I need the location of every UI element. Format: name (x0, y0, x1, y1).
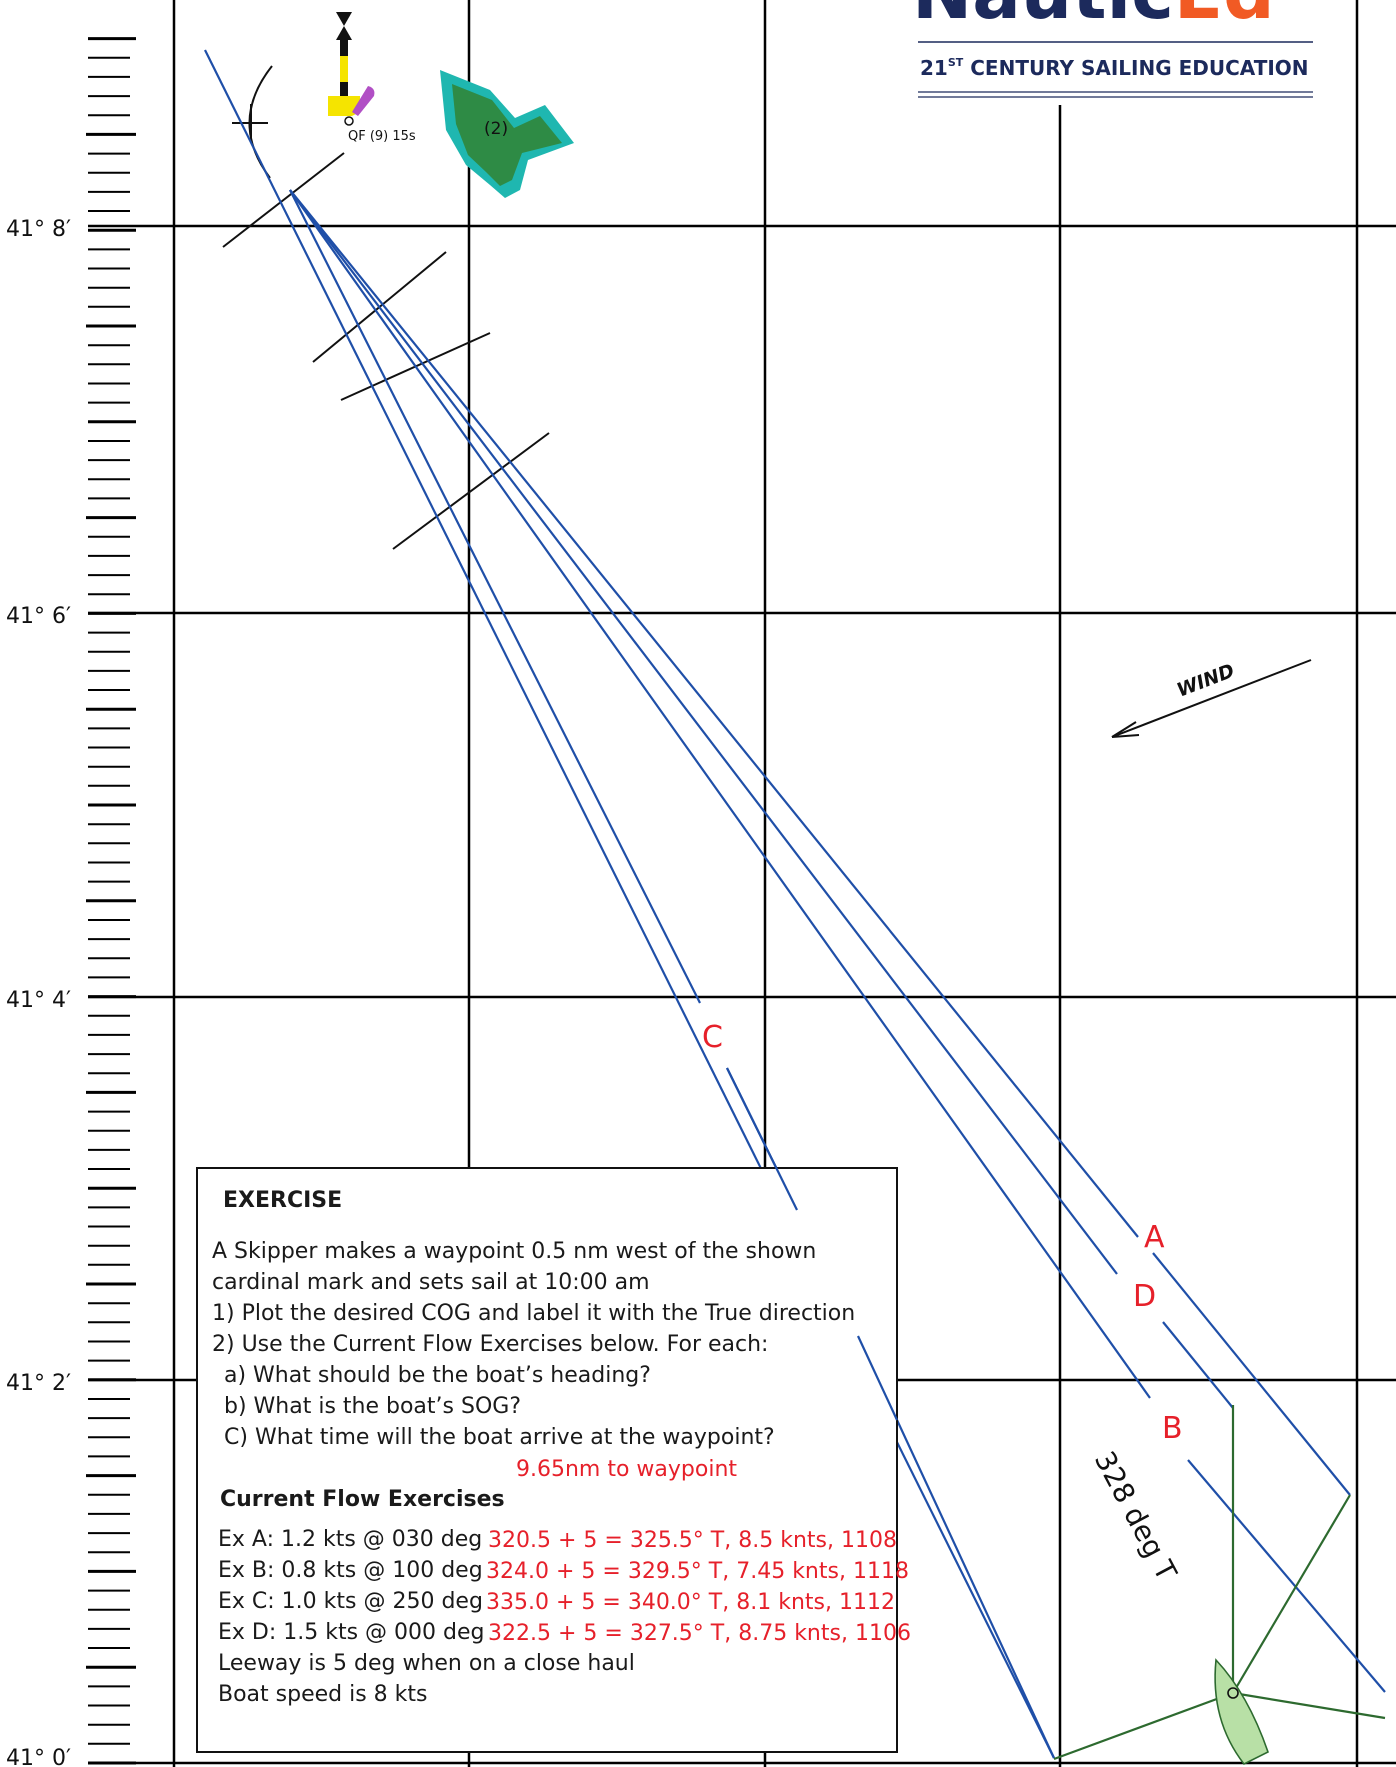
desired-cog-line (204, 49, 1055, 1759)
course-line-d (289, 189, 1118, 1275)
wind-arrowhead-icon (1111, 721, 1140, 738)
boat-icon (1214, 1658, 1269, 1766)
course-label-b: B (1162, 1411, 1183, 1446)
mark-buoy-body (328, 96, 360, 116)
course-line-b (289, 189, 1151, 1399)
current-vector-b (1232, 1691, 1386, 1720)
light-flare-icon (352, 86, 375, 116)
boat-position-circle (1227, 1687, 1239, 1699)
course-line-a (1152, 1252, 1351, 1496)
island-land (452, 84, 562, 186)
mark-pole-yellow (340, 56, 348, 82)
mark-pole-black (340, 40, 348, 56)
cardinal-mark-icon: QF (9) 15s (328, 12, 416, 144)
exercise-question-2: 2) Use the Current Flow Exercises below.… (212, 1332, 768, 1357)
flow-exercise-answer: 322.5 + 5 = 327.5° T, 8.75 knts, 1106 (488, 1621, 911, 1646)
exercise-title: EXERCISE (223, 1188, 342, 1213)
waypoint-return-line (857, 1335, 898, 1421)
course-line-d (1162, 1321, 1234, 1409)
current-vector-c (1053, 1691, 1234, 1761)
course-line-c (289, 189, 701, 1004)
flow-exercise-label: Ex A: 1.2 kts @ 030 deg (218, 1527, 482, 1552)
course-label-a: A (1144, 1220, 1165, 1255)
course-lines-overlay (726, 1067, 898, 1421)
exercise-question-2b: b) What is the boat’s SOG? (224, 1394, 521, 1419)
nauticed-logo: NauticEd 21ST CENTURY SAILING EDUCATION (912, 0, 1313, 98)
distance-note: 9.65nm to waypoint (516, 1457, 737, 1482)
exercise-question-1: 1) Plot the desired COG and label it wit… (212, 1301, 855, 1326)
boat-speed-note: Boat speed is 8 kts (218, 1682, 428, 1707)
island-label: (2) (484, 119, 508, 139)
exercise-question-2c: C) What time will the boat arrive at the… (224, 1425, 775, 1450)
waypoint-marker (232, 65, 273, 179)
course-label-c: C (702, 1020, 723, 1055)
topmark-cone-down (336, 12, 352, 26)
logo-tagline: 21ST CENTURY SAILING EDUCATION (920, 56, 1309, 80)
tagline-text: CENTURY SAILING EDUCATION (963, 56, 1308, 80)
cog-label: 328 deg T (1088, 1446, 1184, 1587)
mark-pole-black (340, 82, 348, 96)
latitude-label: 41° 2′ (6, 1371, 71, 1396)
boat-hull (1214, 1658, 1269, 1766)
current-vectors (1053, 1405, 1386, 1761)
exercise-panel: EXERCISE A Skipper makes a waypoint 0.5 … (196, 1167, 911, 1753)
tagline-superscript: ST (948, 56, 964, 69)
exercise-box (196, 1167, 898, 1753)
latitude-labels: 41° 8′ 41° 6′ 41° 4′ 41° 2′ 41° 0′ (6, 217, 71, 1767)
mark-position-circle (344, 116, 354, 126)
course-line-c (726, 1067, 798, 1211)
flow-exercise-label: Ex C: 1.0 kts @ 250 deg (218, 1589, 483, 1614)
topmark-cone-up (336, 26, 352, 40)
course-label-d: D (1133, 1279, 1156, 1314)
exercise-intro-line: A Skipper makes a waypoint 0.5 nm west o… (212, 1239, 816, 1264)
current-vector-a (1232, 1494, 1351, 1694)
course-line-b (1187, 1459, 1386, 1693)
flows-title: Current Flow Exercises (220, 1487, 505, 1512)
exercise-question-2a: a) What should be the boat’s heading? (224, 1363, 651, 1388)
course-lines (204, 49, 1386, 1759)
logo-wordmark-left: Nautic (912, 0, 1174, 35)
latitude-label: 41° 4′ (6, 988, 71, 1013)
wind-indicator: WIND (1111, 659, 1312, 738)
exercise-intro-line: cardinal mark and sets sail at 10:00 am (212, 1270, 650, 1295)
light-characteristic: QF (9) 15s (348, 129, 416, 144)
flow-exercise-answer: 320.5 + 5 = 325.5° T, 8.5 knts, 1108 (488, 1528, 897, 1553)
fix-line (222, 152, 345, 248)
flow-exercise-label: Ex B: 0.8 kts @ 100 deg (218, 1558, 483, 1583)
fix-lines (222, 152, 550, 550)
latitude-label: 41° 0′ (6, 1746, 71, 1767)
flow-exercise-answer: 324.0 + 5 = 329.5° T, 7.45 knts, 1118 (486, 1559, 909, 1584)
latitude-scale (86, 37, 136, 1765)
leeway-note: Leeway is 5 deg when on a close haul (218, 1651, 635, 1676)
flow-exercise-label: Ex D: 1.5 kts @ 000 deg (218, 1620, 485, 1645)
tagline-number: 21 (920, 56, 948, 80)
latitude-label: 41° 8′ (6, 217, 71, 242)
logo-wordmark: NauticEd (912, 0, 1275, 35)
flow-exercise-answer: 335.0 + 5 = 340.0° T, 8.1 knts, 1112 (486, 1590, 895, 1615)
latitude-label: 41° 6′ (6, 604, 71, 629)
island: (2) (440, 70, 574, 198)
course-line-a (289, 189, 1139, 1238)
wind-arrow-shaft (1111, 659, 1312, 738)
logo-wordmark-right: Ed (1174, 0, 1275, 35)
wind-label: WIND (1174, 660, 1238, 702)
fix-line (392, 432, 550, 550)
